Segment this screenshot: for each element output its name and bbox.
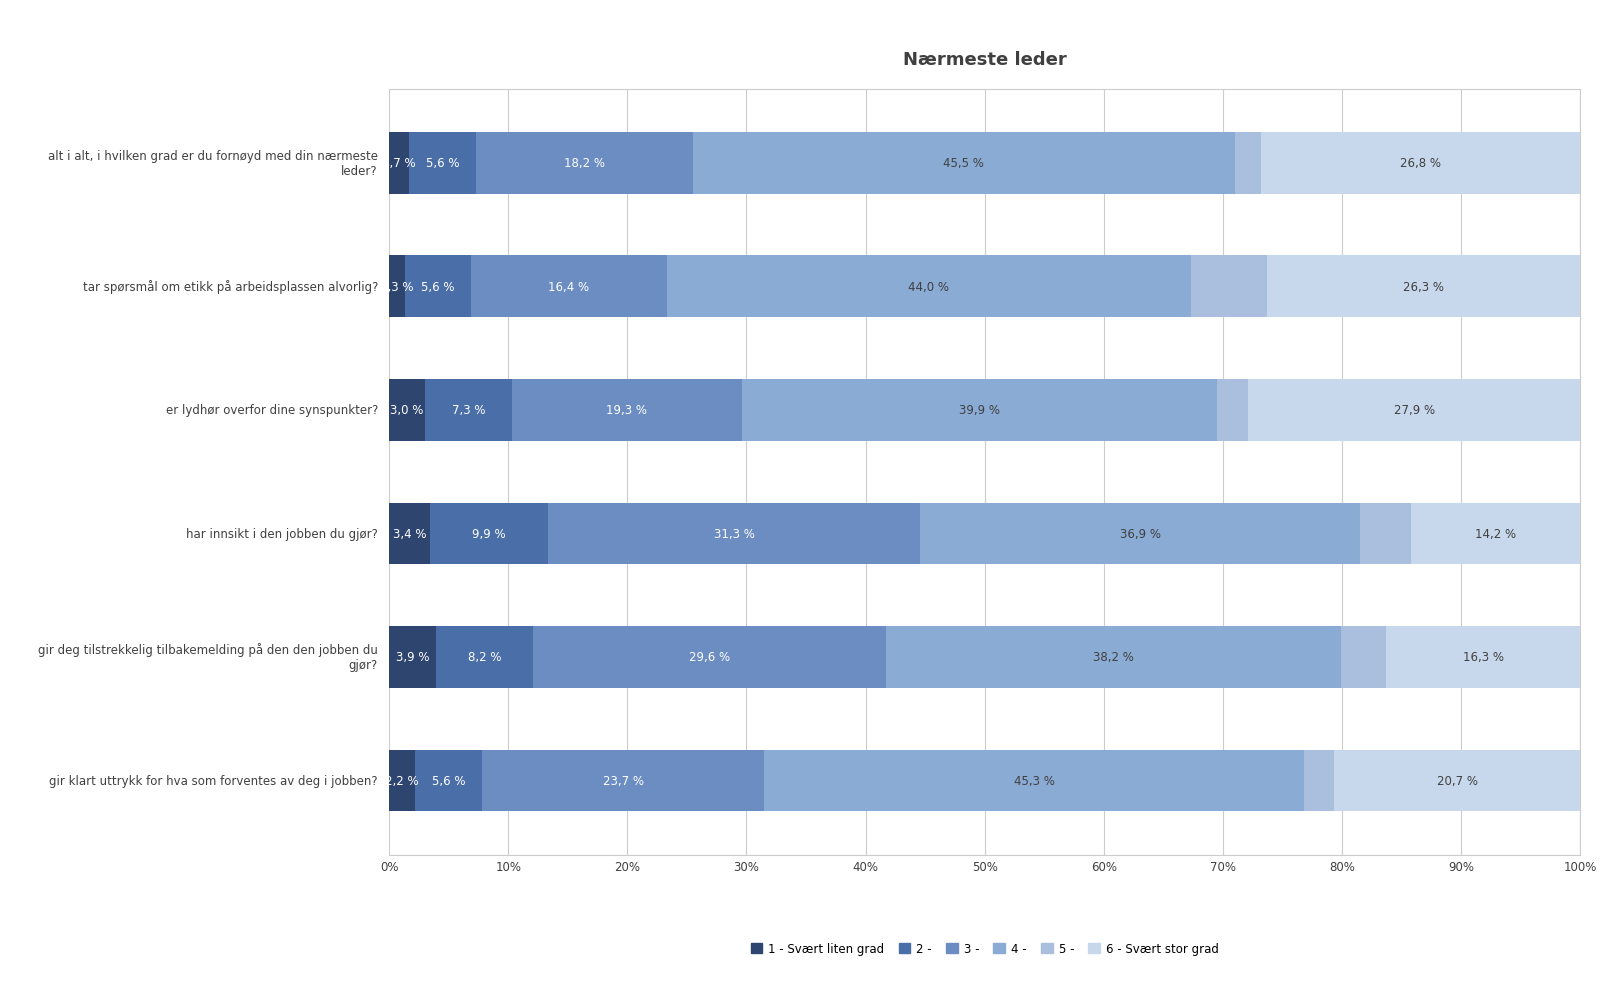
Bar	[389, 256, 405, 318]
Bar	[921, 503, 1360, 565]
Bar	[425, 380, 512, 441]
Bar	[415, 749, 481, 812]
Bar	[1386, 626, 1580, 688]
Text: 27,9 %: 27,9 %	[1394, 404, 1435, 416]
Bar	[533, 626, 885, 688]
Text: 18,2 %: 18,2 %	[564, 157, 605, 170]
Text: 1,3 %: 1,3 %	[379, 280, 413, 293]
Bar	[548, 503, 921, 565]
Text: 14,2 %: 14,2 %	[1475, 528, 1517, 541]
Bar	[1191, 256, 1268, 318]
Text: 45,3 %: 45,3 %	[1013, 774, 1055, 787]
Text: 26,3 %: 26,3 %	[1404, 280, 1444, 293]
Legend: 1 - Svært liten grad, 2 -, 3 -, 4 -, 5 -, 6 - Svært stor grad: 1 - Svært liten grad, 2 -, 3 -, 4 -, 5 -…	[746, 937, 1224, 959]
Bar	[389, 626, 436, 688]
Text: 9,9 %: 9,9 %	[472, 528, 506, 541]
Text: 7,3 %: 7,3 %	[452, 404, 485, 416]
Bar	[1261, 132, 1580, 195]
Text: 29,6 %: 29,6 %	[689, 651, 729, 664]
Text: 3,9 %: 3,9 %	[396, 651, 430, 664]
Text: 45,5 %: 45,5 %	[943, 157, 984, 170]
Text: 31,3 %: 31,3 %	[713, 528, 754, 541]
Text: 3,0 %: 3,0 %	[391, 404, 423, 416]
Text: 5,6 %: 5,6 %	[431, 774, 465, 787]
Bar	[1360, 503, 1412, 565]
Bar	[885, 626, 1341, 688]
Text: 38,2 %: 38,2 %	[1093, 651, 1133, 664]
Bar	[1303, 749, 1334, 812]
Text: 23,7 %: 23,7 %	[603, 774, 644, 787]
Bar	[1235, 132, 1261, 195]
Bar	[1412, 503, 1580, 565]
Text: 39,9 %: 39,9 %	[960, 404, 1000, 416]
Text: 16,4 %: 16,4 %	[548, 280, 590, 293]
Text: 19,3 %: 19,3 %	[606, 404, 647, 416]
Bar	[477, 132, 692, 195]
Bar	[389, 132, 408, 195]
Bar	[742, 380, 1217, 441]
Bar	[405, 256, 472, 318]
Bar	[408, 132, 477, 195]
Title: Nærmeste leder: Nærmeste leder	[903, 51, 1067, 69]
Text: 20,7 %: 20,7 %	[1436, 774, 1478, 787]
Bar	[436, 626, 533, 688]
Text: 44,0 %: 44,0 %	[908, 280, 950, 293]
Bar	[1248, 380, 1580, 441]
Text: 3,4 %: 3,4 %	[392, 528, 426, 541]
Bar	[1334, 749, 1580, 812]
Bar	[472, 256, 666, 318]
Bar	[389, 749, 415, 812]
Bar	[765, 749, 1303, 812]
Bar	[1341, 626, 1386, 688]
Text: 36,9 %: 36,9 %	[1120, 528, 1161, 541]
Bar	[481, 749, 765, 812]
Text: 5,6 %: 5,6 %	[421, 280, 454, 293]
Text: 26,8 %: 26,8 %	[1401, 157, 1441, 170]
Text: 2,2 %: 2,2 %	[386, 774, 418, 787]
Text: 8,2 %: 8,2 %	[467, 651, 501, 664]
Bar	[389, 503, 430, 565]
Bar	[692, 132, 1235, 195]
Text: 5,6 %: 5,6 %	[426, 157, 459, 170]
Bar	[1217, 380, 1248, 441]
Bar	[666, 256, 1191, 318]
Bar	[1268, 256, 1580, 318]
Text: 16,3 %: 16,3 %	[1462, 651, 1504, 664]
Bar	[389, 380, 425, 441]
Text: 1,7 %: 1,7 %	[383, 157, 417, 170]
Bar	[512, 380, 742, 441]
Bar	[430, 503, 548, 565]
